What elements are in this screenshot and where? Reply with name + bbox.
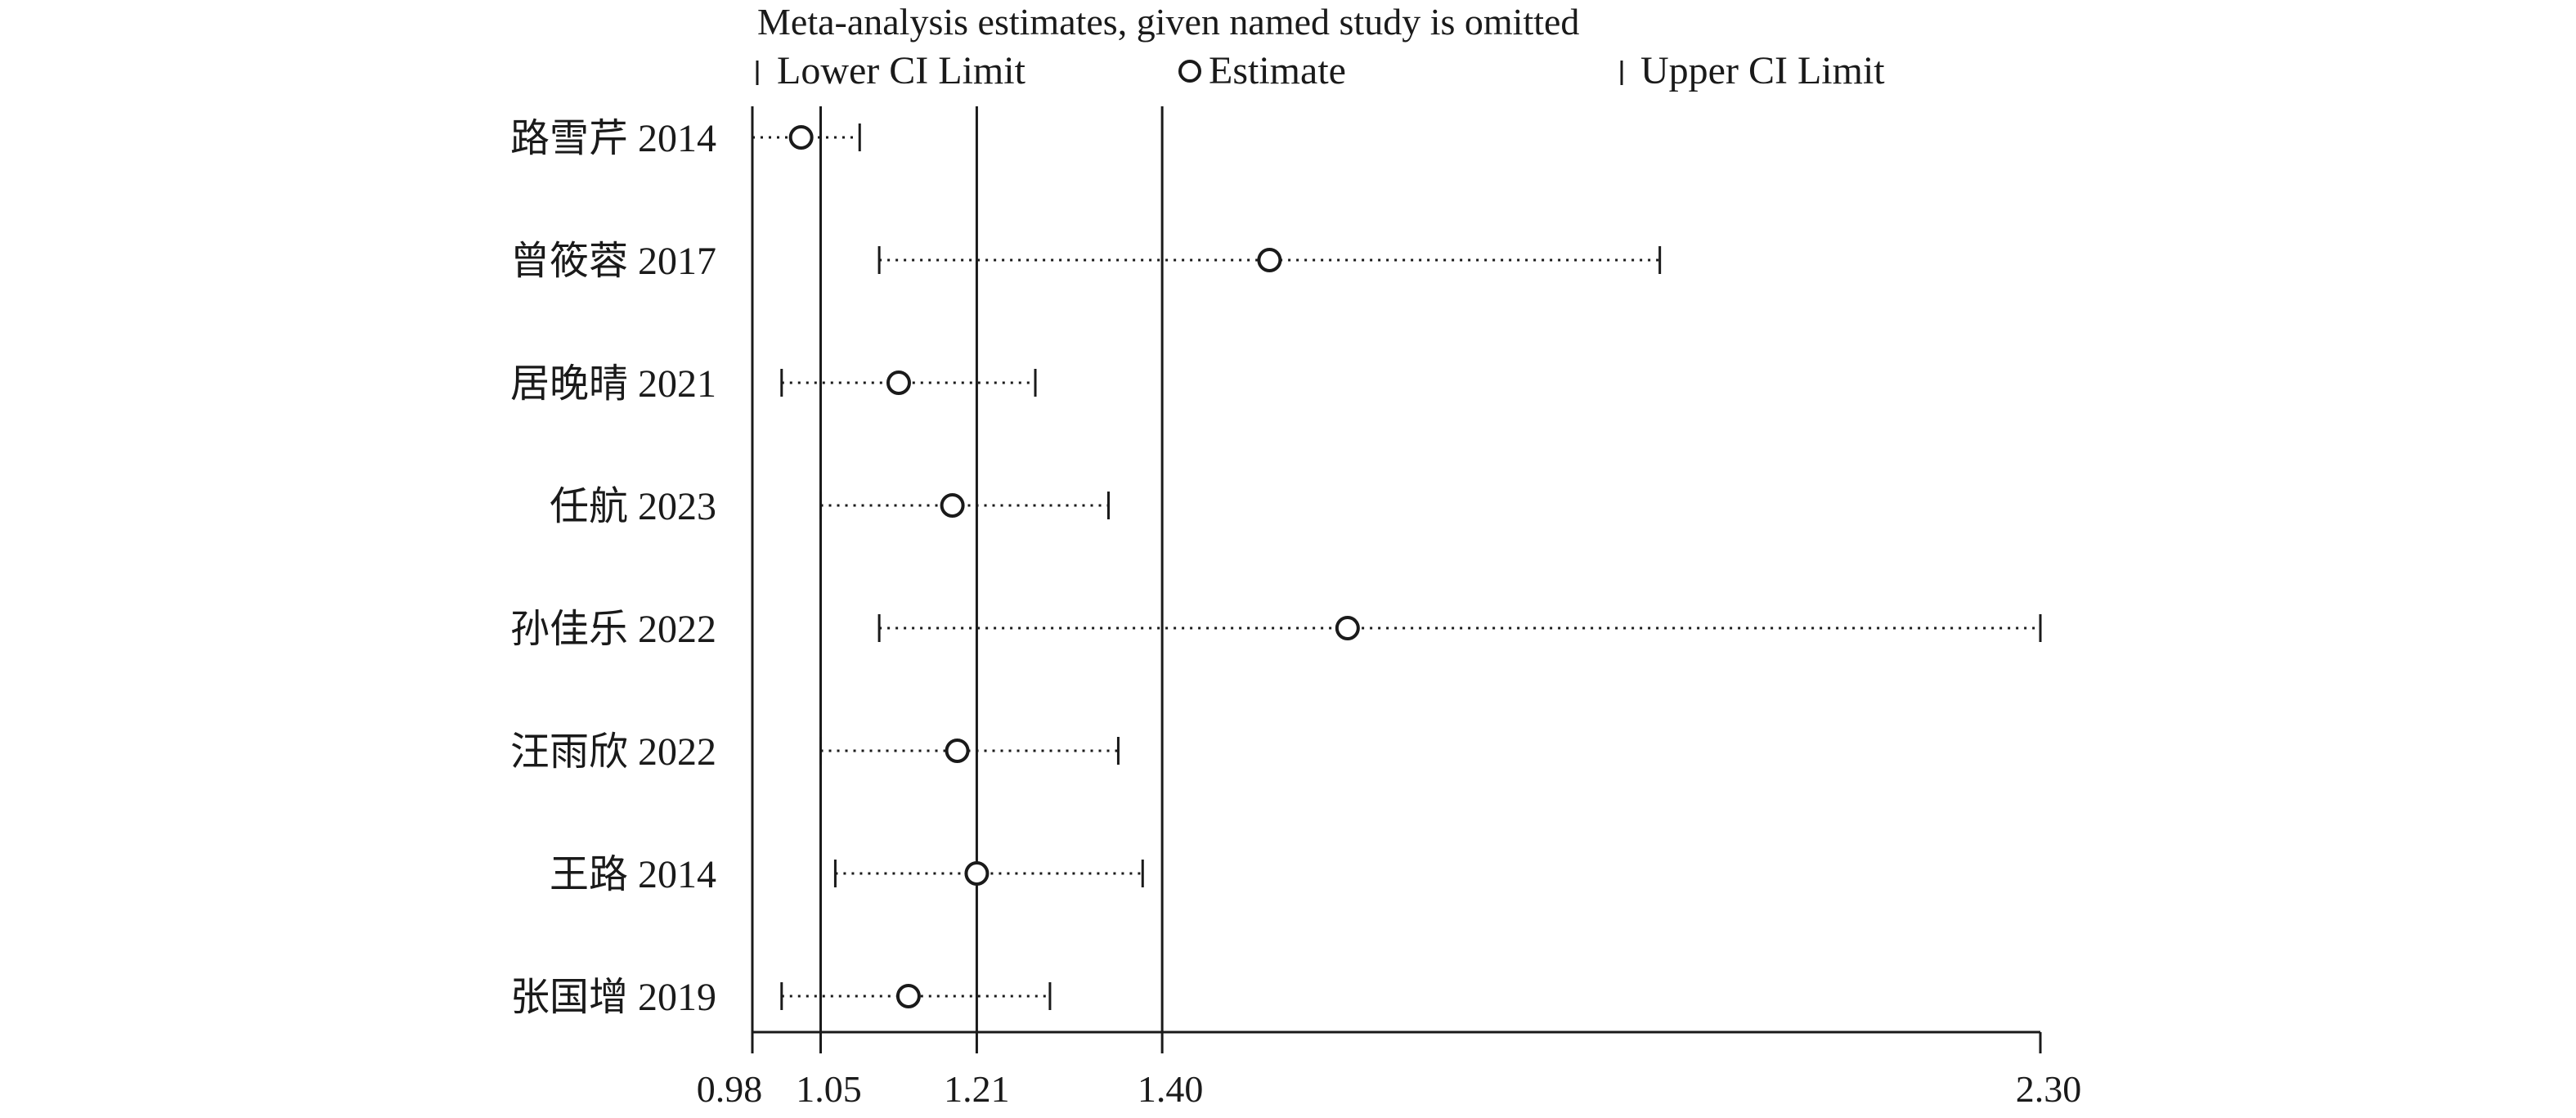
study-label-0: 路雪芹 2014	[510, 117, 716, 160]
study-label-3: 任航 2023	[550, 485, 716, 528]
estimate-point-2	[886, 370, 911, 395]
legend-upper-label: Upper CI Limit	[1640, 49, 1885, 92]
estimate-point-7	[895, 984, 921, 1008]
study-label-2: 居晚晴 2021	[510, 362, 716, 406]
x-tick-label-2: 1.21	[944, 1068, 1010, 1110]
legend-estimate-label: Estimate	[1209, 49, 1346, 92]
x-tick-label-0: 0.98	[697, 1068, 763, 1110]
study-label-4: 孙佳乐 2022	[510, 608, 716, 651]
legend-estimate-marker	[1178, 60, 1201, 83]
plot-area: 0.98 1.05 1.21 1.40 2.30 路雪芹 2014 曾筱蓉 2017 居晚晴 …	[510, 106, 2081, 1110]
legend: Lower CI Limit Estimate Upper CI Limit	[756, 49, 1885, 92]
estimate-point-0	[788, 125, 814, 150]
x-tick-label-3: 1.40	[1138, 1068, 1204, 1110]
estimate-point-6	[964, 861, 990, 886]
chart-title: Meta-analysis estimates, given named stu…	[757, 1, 1579, 43]
study-label-6: 王路 2014	[550, 853, 716, 896]
estimate-point-4	[1335, 616, 1360, 640]
estimate-point-5	[945, 739, 970, 763]
estimate-point-1	[1257, 248, 1282, 272]
study-label-1: 曾筱蓉 2017	[510, 240, 716, 283]
study-label-5: 汪雨欣 2022	[510, 730, 716, 774]
x-tick-label-1: 1.05	[796, 1068, 862, 1110]
estimate-point-3	[940, 493, 965, 518]
legend-lower-label: Lower CI Limit	[777, 49, 1026, 92]
x-tick-label-4: 2.30	[2016, 1068, 2082, 1110]
study-label-7: 张国增 2019	[510, 976, 716, 1019]
